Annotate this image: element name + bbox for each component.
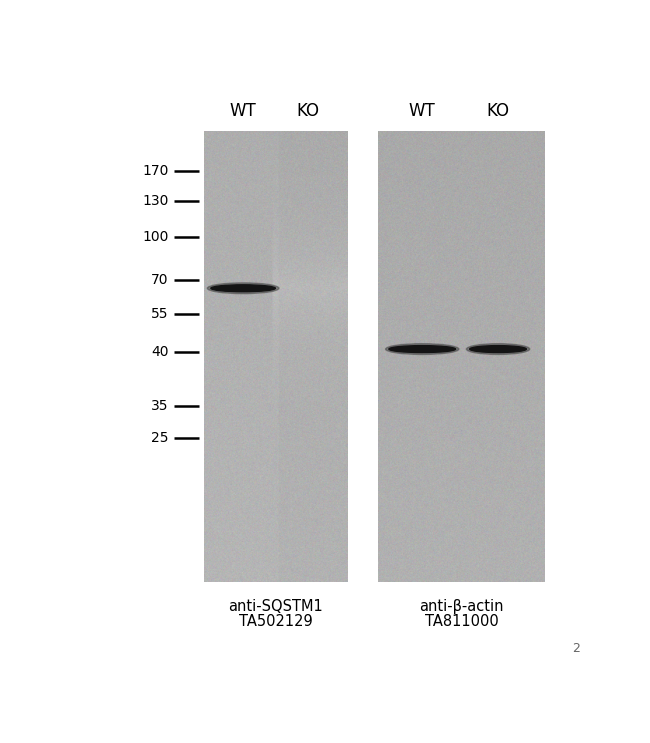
Ellipse shape bbox=[470, 345, 526, 352]
Ellipse shape bbox=[385, 344, 459, 354]
Ellipse shape bbox=[389, 345, 456, 352]
Ellipse shape bbox=[207, 283, 279, 293]
Text: 2: 2 bbox=[572, 642, 580, 655]
Text: KO: KO bbox=[297, 102, 320, 120]
Text: TA502129: TA502129 bbox=[239, 614, 312, 629]
Text: anti-SQSTM1: anti-SQSTM1 bbox=[228, 599, 323, 614]
Text: WT: WT bbox=[409, 102, 436, 120]
Ellipse shape bbox=[211, 285, 276, 292]
Text: 130: 130 bbox=[142, 195, 169, 208]
Text: KO: KO bbox=[487, 102, 510, 120]
Text: TA811000: TA811000 bbox=[424, 614, 499, 629]
Text: 25: 25 bbox=[151, 431, 169, 445]
Text: 100: 100 bbox=[142, 230, 169, 244]
Text: WT: WT bbox=[229, 102, 257, 120]
Text: 70: 70 bbox=[151, 273, 169, 287]
Text: 35: 35 bbox=[151, 399, 169, 413]
Text: 40: 40 bbox=[151, 345, 169, 359]
Text: anti-β-actin: anti-β-actin bbox=[419, 599, 504, 614]
Ellipse shape bbox=[467, 344, 530, 354]
Text: 55: 55 bbox=[151, 307, 169, 321]
Text: 170: 170 bbox=[142, 164, 169, 178]
